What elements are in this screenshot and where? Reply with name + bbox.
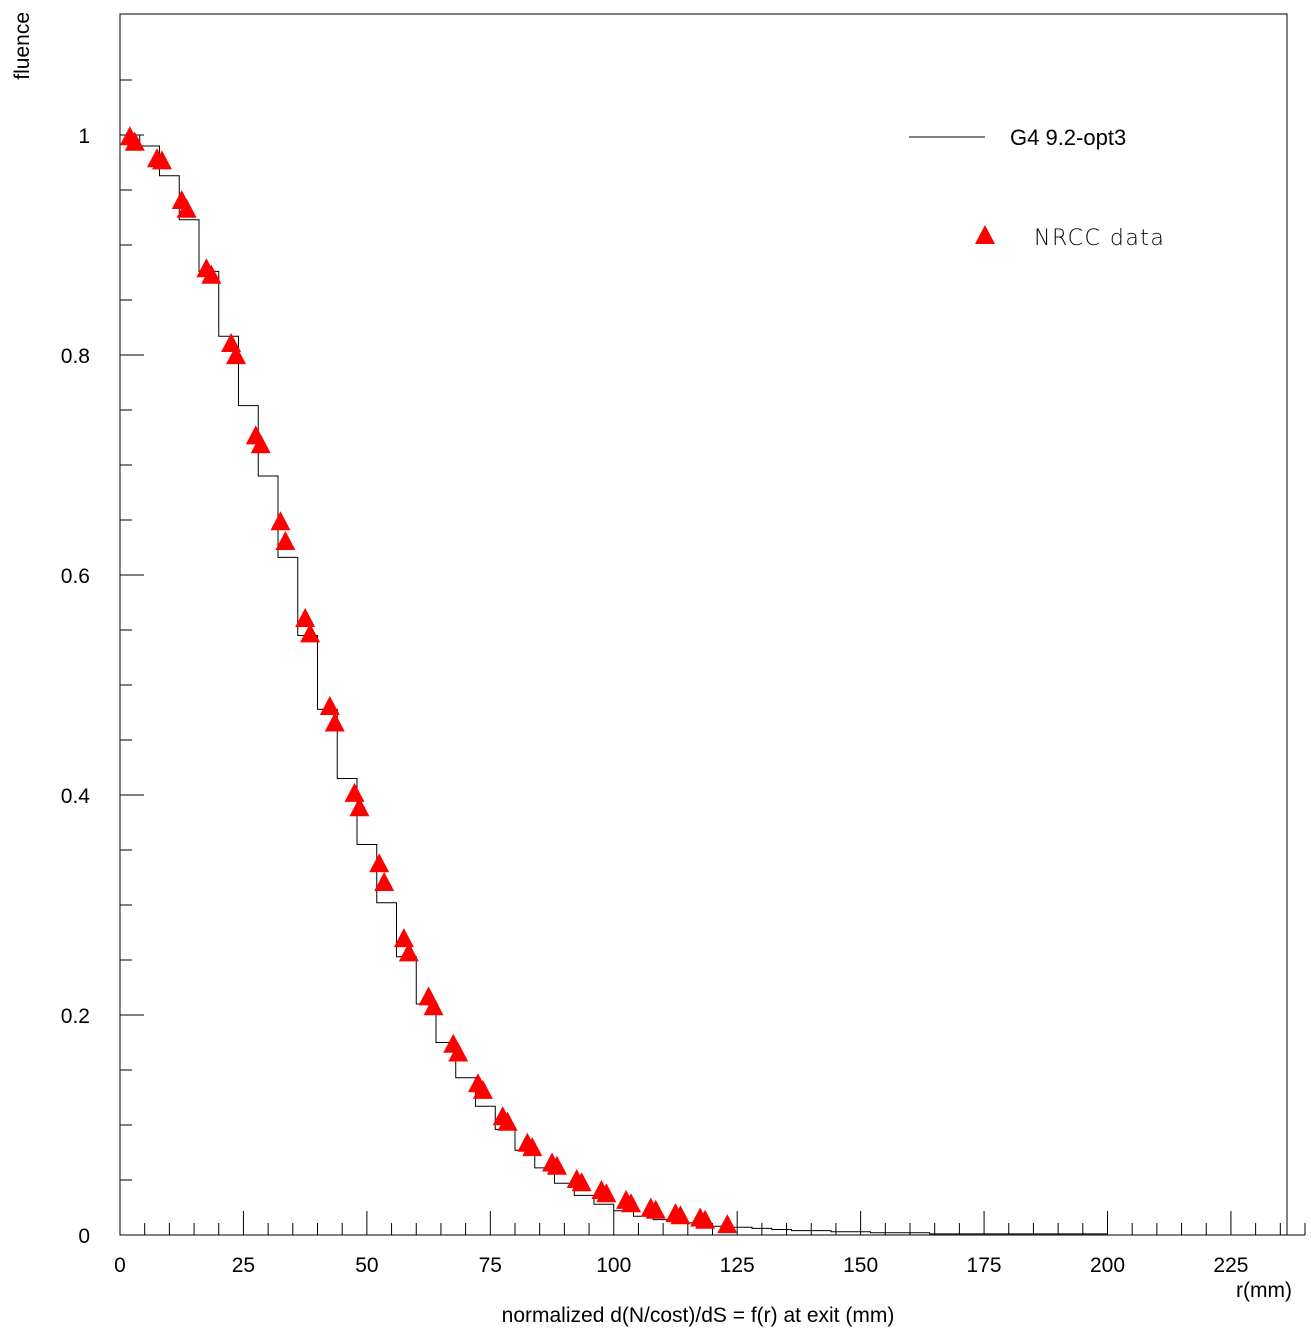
- nrcc-data-point: [300, 623, 321, 643]
- x-tick-label: 225: [1213, 1254, 1248, 1277]
- nrcc-data-point: [423, 996, 444, 1016]
- nrcc-data-point: [151, 150, 172, 170]
- nrcc-data-point: [398, 942, 419, 962]
- nrcc-data-point: [546, 1155, 567, 1175]
- x-tick-label: 100: [596, 1254, 631, 1277]
- x-tick-label: 175: [967, 1254, 1002, 1277]
- nrcc-data-point: [201, 264, 222, 284]
- y-tick-label: 1: [78, 125, 90, 148]
- legend-label-data: NRCC data: [1034, 226, 1165, 251]
- nrcc-data-point: [369, 853, 390, 873]
- legend: G4 9.2-opt3 NRCC data: [909, 125, 1165, 251]
- plot-frame: [119, 13, 1288, 1236]
- nrcc-data-point: [717, 1214, 738, 1234]
- nrcc-data-point: [448, 1042, 469, 1062]
- nrcc-data-point: [176, 198, 197, 218]
- x-tick-label: 200: [1090, 1254, 1125, 1277]
- nrcc-data-point: [522, 1137, 543, 1157]
- x-axis-title: normalized d(N/cost)/dS = f(r) at exit (…: [502, 1304, 895, 1327]
- nrcc-data-point: [472, 1079, 493, 1099]
- y-axis-ticks: 0 0.2 0.4 0.6 0.8 1: [61, 79, 144, 1248]
- x-axis-end-label: r(mm): [1236, 1279, 1292, 1302]
- x-tick-label: 125: [720, 1254, 755, 1277]
- nrcc-data-point: [349, 797, 370, 817]
- y-tick-label: 0.2: [61, 1005, 90, 1028]
- nrcc-data-point: [645, 1199, 666, 1219]
- nrcc-data-point: [319, 696, 340, 715]
- nrcc-data-point: [374, 872, 395, 891]
- nrcc-data-point: [124, 131, 145, 151]
- x-tick-label: 75: [479, 1254, 502, 1277]
- nrcc-data-point: [393, 928, 414, 948]
- legend-label-sim: G4 9.2-opt3: [1010, 125, 1126, 150]
- x-tick-label: 0: [114, 1254, 126, 1277]
- nrcc-data-point: [670, 1205, 691, 1225]
- series-nrcc-markers: [119, 126, 738, 1234]
- x-tick-label: 150: [843, 1254, 878, 1277]
- nrcc-data-point: [344, 782, 365, 802]
- g4-step-line: [120, 134, 1305, 1236]
- x-axis-ticks: 0 25 50 75 100 125 150 175 200 225: [114, 1211, 1306, 1277]
- nrcc-data-point: [295, 608, 316, 627]
- nrcc-data-point: [497, 1111, 518, 1131]
- legend-triangle-icon: [975, 225, 995, 244]
- y-tick-label: 0.6: [61, 565, 90, 588]
- nrcc-data-point: [270, 511, 291, 531]
- nrcc-data-point: [621, 1193, 642, 1213]
- nrcc-data-point: [571, 1172, 592, 1192]
- y-tick-label: 0.4: [61, 785, 91, 808]
- nrcc-data-point: [250, 434, 271, 454]
- nrcc-data-point: [596, 1183, 617, 1203]
- nrcc-data-point: [324, 712, 345, 732]
- x-tick-label: 50: [355, 1254, 378, 1277]
- series-g4-histogram: [120, 134, 1305, 1236]
- y-axis-title: fluence: [11, 12, 34, 80]
- nrcc-data-point: [226, 345, 247, 365]
- nrcc-data-point: [275, 531, 296, 550]
- x-tick-label: 25: [232, 1254, 255, 1277]
- y-tick-label: 0.8: [61, 345, 90, 368]
- y-tick-label: 0: [78, 1225, 90, 1248]
- nrcc-data-point: [695, 1209, 716, 1229]
